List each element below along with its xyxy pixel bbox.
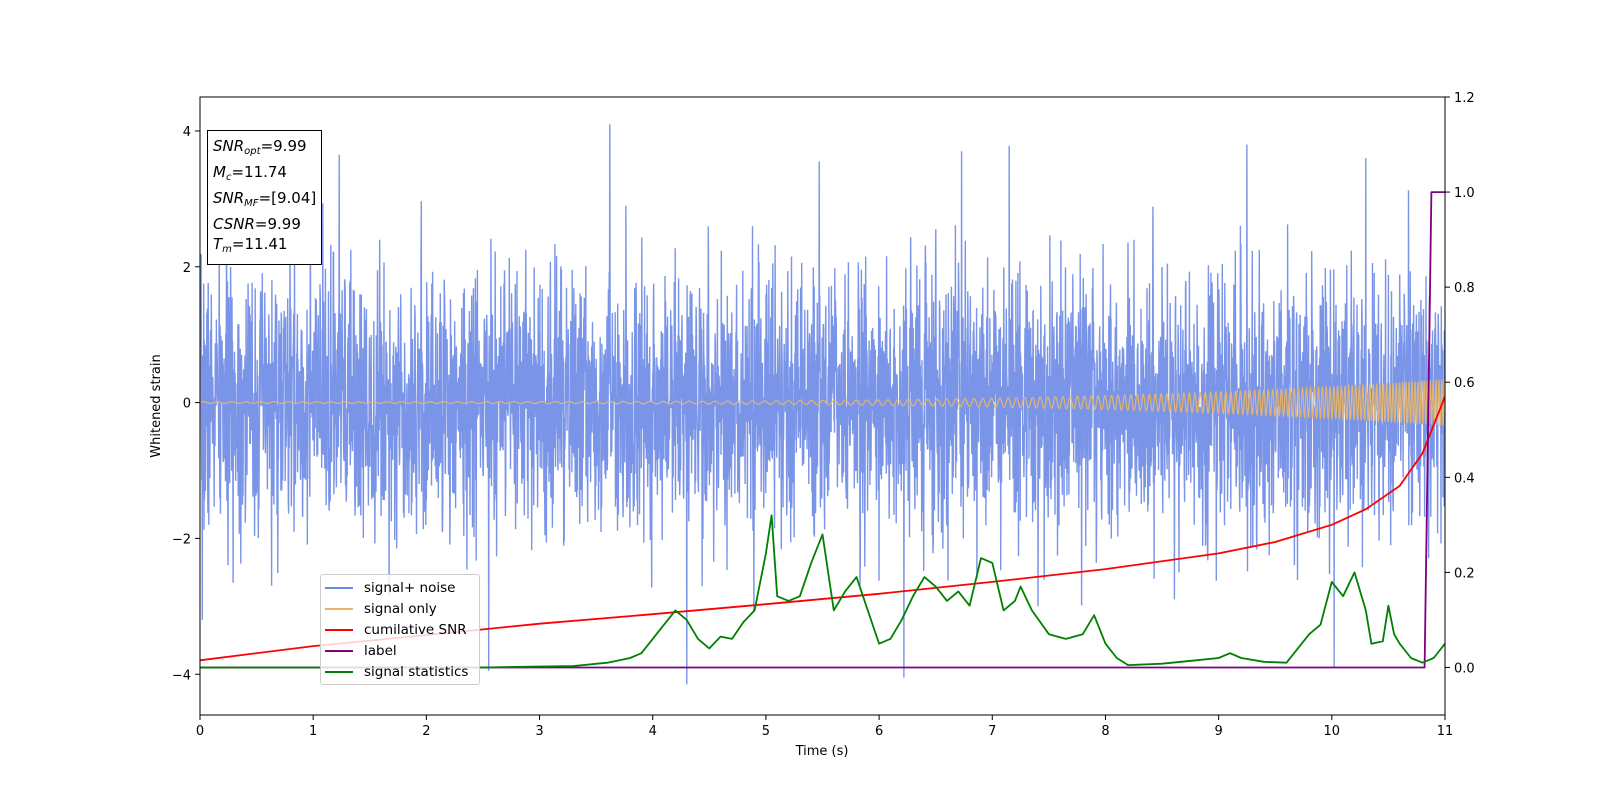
- y-tick-label: −2: [172, 532, 191, 547]
- legend-item-label: label: [321, 640, 479, 661]
- y-tick-label: −4: [172, 668, 191, 683]
- y-axis-left: −4 −2 0 2 4: [172, 125, 200, 683]
- y2-tick-label: 0.0: [1454, 661, 1475, 676]
- y2-tick-label: 0.2: [1454, 566, 1475, 581]
- plot-frame: [199, 96, 1446, 716]
- y2-tick-label: 0.6: [1454, 376, 1475, 391]
- legend-swatch: [325, 608, 353, 611]
- x-axis: 0 1 2 3 4 5 6 7 8 9 10 11: [196, 715, 1453, 739]
- legend-swatch: [325, 649, 353, 652]
- y2-tick-label: 1.2: [1454, 91, 1475, 106]
- x-tick-label: 4: [649, 724, 657, 739]
- legend-label: cumilative SNR: [364, 621, 467, 638]
- legend-item-signal-only: signal only: [321, 599, 479, 620]
- y2-tick-label: 1.0: [1454, 186, 1475, 201]
- legend-label: label: [364, 642, 397, 659]
- y-axis-label: Whitened strain: [149, 354, 164, 457]
- y2-tick-label: 0.4: [1454, 471, 1475, 486]
- legend-swatch: [325, 587, 353, 590]
- x-tick-label: 9: [1214, 724, 1222, 739]
- x-tick-label: 7: [988, 724, 996, 739]
- x-tick-label: 10: [1324, 724, 1341, 739]
- signal-statistics-line: [200, 514, 1445, 669]
- x-tick-label: 6: [875, 724, 883, 739]
- legend-item-signal-statistics: signal statistics: [321, 661, 479, 682]
- legend-label: signal only: [364, 601, 437, 618]
- legend-label: signal statistics: [364, 663, 469, 680]
- stats-box: SNRopt=9.99 Mc=11.74 SNRMF=[9.04] CSNR=9.99…: [207, 130, 323, 265]
- y2-tick-label: 0.8: [1454, 281, 1475, 296]
- x-tick-label: 0: [196, 724, 204, 739]
- stats-row-snr-opt: SNRopt=9.99: [213, 137, 307, 157]
- stats-row-csnr: CSNR=9.99: [213, 215, 301, 233]
- y-tick-label: 2: [183, 261, 191, 276]
- legend: signal+ noise signal only cumilative SNR la…: [320, 574, 480, 685]
- x-tick-label: 2: [422, 724, 430, 739]
- legend-label: signal+ noise: [364, 580, 456, 597]
- legend-swatch: [325, 670, 353, 673]
- x-tick-label: 3: [535, 724, 543, 739]
- legend-item-signal-noise: signal+ noise: [321, 578, 479, 599]
- x-tick-label: 8: [1101, 724, 1109, 739]
- legend-item-cumilative-snr: cumilative SNR: [321, 620, 479, 641]
- y-tick-label: 0: [183, 397, 191, 412]
- y-axis-right: 0.0 0.2 0.4 0.6 0.8 1.0 1.2: [1445, 91, 1475, 676]
- label-line: [200, 191, 1445, 669]
- y-tick-label: 4: [183, 125, 191, 140]
- legend-swatch: [325, 628, 353, 631]
- x-tick-label: 5: [762, 724, 770, 739]
- series-layer: [200, 124, 1445, 685]
- x-tick-label: 11: [1437, 724, 1454, 739]
- cumilative-snr-line: [200, 396, 1445, 662]
- stats-row-snr-mf: SNRMF=[9.04]: [213, 189, 317, 209]
- stats-row-t-m: Tm=11.41: [213, 235, 288, 255]
- signal-only-line: [200, 378, 1445, 427]
- x-tick-label: 1: [309, 724, 317, 739]
- stats-row-m-c: Mc=11.74: [213, 163, 287, 183]
- x-axis-label: Time (s): [795, 744, 849, 759]
